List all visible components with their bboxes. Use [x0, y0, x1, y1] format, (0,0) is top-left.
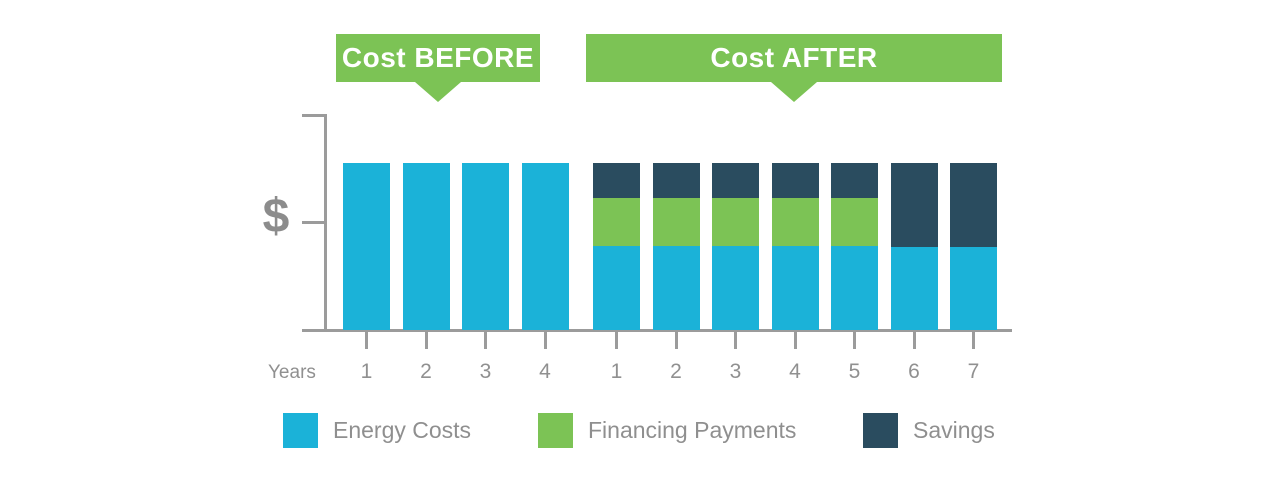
- bar-segment-energy: [462, 163, 509, 330]
- x-axis-year-label: 3: [479, 360, 492, 383]
- bar-segment-energy: [521, 163, 569, 330]
- bar-after-year-3: [712, 163, 759, 330]
- bar-before-year-4: [521, 163, 569, 330]
- x-axis-tickmark: [484, 331, 487, 349]
- bar-segment-savings: [950, 163, 997, 247]
- legend-item-energy-costs: Energy Costs: [283, 412, 471, 448]
- bar-segment-savings: [771, 163, 819, 199]
- energy-costs-swatch-icon: [283, 412, 318, 448]
- x-axis-tickmark: [734, 331, 737, 349]
- x-axis-years-label: Years: [268, 362, 316, 383]
- bar-segment-energy: [712, 246, 759, 330]
- bar-segment-energy: [831, 246, 878, 330]
- x-axis-year-label: 3: [729, 360, 742, 383]
- bar-segment-financing: [771, 198, 819, 247]
- x-axis-year-label: 1: [360, 360, 373, 383]
- x-axis-tickmark: [424, 331, 428, 349]
- bar-segment-savings: [593, 163, 640, 199]
- x-axis-tickmark: [674, 331, 678, 349]
- x-axis-year-label: 7: [967, 360, 980, 383]
- x-axis-year-label: 1: [610, 360, 623, 383]
- x-axis-tickmark: [793, 331, 797, 349]
- financing-payments-swatch-icon: [538, 412, 573, 448]
- bar-segment-savings: [831, 163, 878, 199]
- savings-swatch-icon: [863, 412, 898, 448]
- banner-pointer-down-icon: [771, 82, 817, 102]
- bar-segment-savings: [712, 163, 759, 199]
- y-axis-tick-middle: [302, 221, 326, 224]
- x-axis-tickmark: [853, 331, 856, 349]
- bar-after-year-1: [593, 163, 640, 330]
- x-axis-tickmark: [912, 331, 916, 349]
- x-axis-baseline: [302, 329, 1012, 332]
- x-axis-year-label: 6: [908, 360, 920, 383]
- bar-segment-energy: [950, 246, 997, 330]
- legend-label: Financing Payments: [588, 416, 797, 443]
- cost-before-banner: Cost BEFORE: [336, 34, 540, 102]
- bar-after-year-5: [831, 163, 878, 330]
- bar-after-year-4: [771, 163, 819, 330]
- cost-after-label: Cost AFTER: [710, 42, 878, 73]
- bar-after-year-7: [950, 163, 997, 330]
- x-axis-year-label: 4: [539, 360, 551, 383]
- bar-segment-financing: [652, 198, 700, 247]
- bar-segment-savings: [890, 163, 938, 247]
- bar-segment-energy: [890, 246, 938, 330]
- bar-segment-energy: [402, 163, 450, 330]
- y-axis-dollar-label: $: [262, 190, 290, 243]
- bar-segment-energy: [343, 163, 390, 330]
- bar-after-year-2: [652, 163, 700, 330]
- x-axis-year-label: 2: [420, 360, 432, 383]
- bar-segment-energy: [771, 246, 819, 330]
- x-axis-tickmark: [543, 331, 547, 349]
- x-axis-tickmark: [972, 331, 975, 349]
- x-axis-year-label: 2: [670, 360, 682, 383]
- bar-segment-savings: [652, 163, 700, 199]
- bar-segment-financing: [712, 198, 759, 247]
- legend-label: Savings: [913, 416, 995, 443]
- cost-after-banner: Cost AFTER: [586, 34, 1002, 102]
- x-axis-tickmark: [615, 331, 618, 349]
- bar-before-year-2: [402, 163, 450, 330]
- bar-before-year-3: [462, 163, 509, 330]
- y-axis-tick-top: [302, 114, 326, 117]
- bar-after-year-6: [890, 163, 938, 330]
- bar-before-year-1: [343, 163, 390, 330]
- banner-pointer-down-icon: [415, 82, 461, 102]
- cost-before-label: Cost BEFORE: [341, 42, 535, 73]
- bar-segment-energy: [652, 246, 700, 330]
- bar-segment-financing: [831, 198, 878, 247]
- x-axis-year-label: 4: [789, 360, 801, 383]
- legend-label: Energy Costs: [333, 416, 472, 443]
- x-axis-year-label: 5: [848, 360, 861, 383]
- legend-item-financing-payments: Financing Payments: [538, 412, 796, 448]
- x-axis-tickmark: [365, 331, 368, 349]
- bar-segment-financing: [593, 198, 640, 247]
- bar-segment-energy: [593, 246, 640, 330]
- legend-item-savings: Savings: [863, 412, 995, 448]
